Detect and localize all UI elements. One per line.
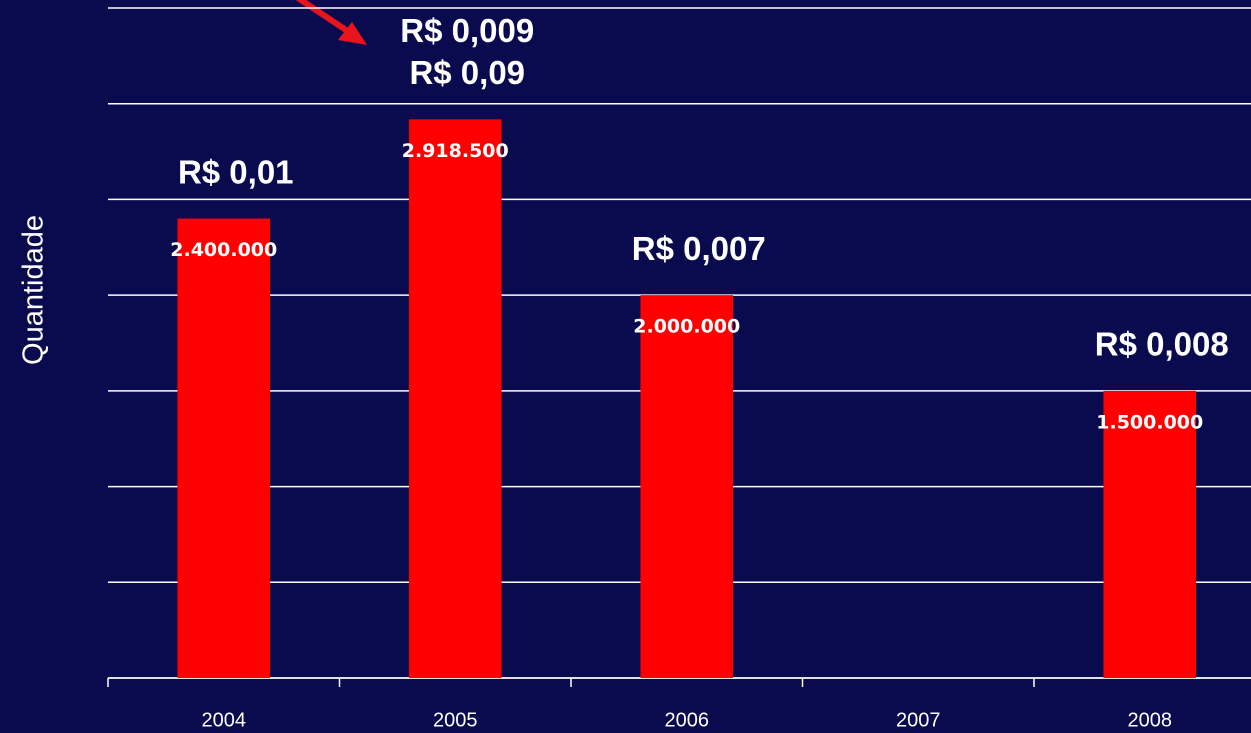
x-tick-label: 2004: [202, 709, 247, 731]
price-annotation: R$ 0,007: [632, 230, 766, 267]
x-tick-label: 2005: [433, 709, 478, 731]
price-annotation: R$ 0,01: [178, 153, 294, 190]
arrow-head: [338, 22, 367, 45]
price-annotation: R$ 0,009: [400, 12, 534, 49]
price-annotation: R$ 0,008: [1095, 326, 1229, 363]
value-label: 1.500.000: [1096, 411, 1203, 433]
x-tick-label: 2008: [1128, 709, 1173, 731]
arrow: [296, 0, 367, 45]
price-annotation: R$ 0,09: [409, 54, 525, 91]
value-label: 2.000.000: [633, 316, 740, 338]
x-tick-label: 2007: [896, 709, 941, 731]
x-tick-label: 2006: [665, 709, 710, 731]
bar: [408, 119, 502, 678]
arrow-shaft: [296, 0, 354, 37]
bar: [640, 295, 734, 678]
bar: [177, 218, 271, 679]
value-label: 2.918.500: [402, 140, 509, 162]
y-axis-label: Quantidade: [18, 215, 50, 365]
value-label: 2.400.000: [170, 239, 277, 261]
bar: [1103, 390, 1197, 678]
